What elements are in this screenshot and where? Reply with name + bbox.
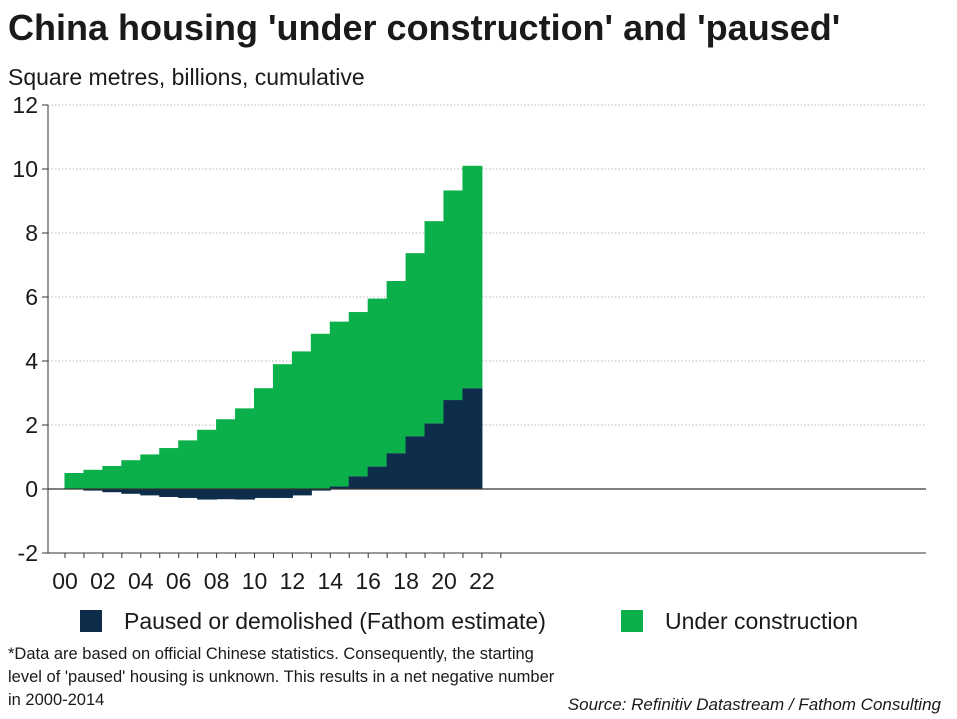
x-tick-label: 00 xyxy=(52,568,78,594)
y-tick-label: 0 xyxy=(25,476,38,502)
y-tick-label: 4 xyxy=(25,348,38,374)
bar-paused xyxy=(235,489,256,500)
x-tick-label: 08 xyxy=(204,568,230,594)
x-tick-label: 18 xyxy=(393,568,419,594)
bar-paused xyxy=(272,489,293,498)
bar-under-construction xyxy=(121,460,142,489)
bar-paused xyxy=(367,466,388,489)
y-tick-label: 6 xyxy=(25,284,38,310)
bar-under-construction xyxy=(443,190,464,401)
legend-item-under-construction: Under construction xyxy=(621,606,858,636)
x-tick-label: 06 xyxy=(166,568,192,594)
x-tick-label: 02 xyxy=(90,568,116,594)
bar-paused xyxy=(386,453,407,489)
bar-paused xyxy=(405,436,426,489)
bar-under-construction xyxy=(405,253,426,437)
x-tick-label: 20 xyxy=(431,568,457,594)
bar-paused xyxy=(102,489,123,493)
bar-paused xyxy=(424,423,445,489)
bar-under-construction xyxy=(310,333,331,489)
bar-under-construction xyxy=(367,298,388,467)
x-tick-label: 22 xyxy=(469,568,495,594)
bar-paused xyxy=(121,489,142,494)
legend-label-paused: Paused or demolished (Fathom estimate) xyxy=(124,608,546,634)
bar-under-construction xyxy=(197,429,218,489)
bar-paused xyxy=(159,489,180,497)
bar-under-construction xyxy=(291,351,312,489)
bar-paused xyxy=(462,388,483,489)
y-tick-label: 10 xyxy=(12,156,38,182)
bar-paused xyxy=(443,400,464,489)
legend-swatch-paused xyxy=(80,610,102,632)
legend-item-paused: Paused or demolished (Fathom estimate) xyxy=(80,606,546,636)
bar-under-construction xyxy=(424,221,445,424)
bar-paused xyxy=(310,489,331,491)
bar-under-construction xyxy=(159,448,180,489)
bar-paused xyxy=(291,489,312,496)
source-note: Source: Refinitiv Datastream / Fathom Co… xyxy=(567,695,941,714)
x-tick-label: 14 xyxy=(318,568,344,594)
bar-under-construction xyxy=(272,364,293,489)
bar-under-construction xyxy=(216,419,237,489)
footnote: *Data are based on official Chinese stat… xyxy=(8,645,555,709)
bar-paused xyxy=(83,489,104,491)
y-tick-label: 2 xyxy=(25,412,38,438)
legend-swatch-under-construction xyxy=(621,610,643,632)
bar-paused xyxy=(178,489,199,498)
x-tick-label: 12 xyxy=(280,568,306,594)
bar-under-construction xyxy=(102,465,123,489)
bar-under-construction xyxy=(235,408,256,489)
bar-paused xyxy=(329,486,350,489)
chart-title: China housing 'under construction' and '… xyxy=(8,7,841,48)
legend-label-under-construction: Under construction xyxy=(665,608,859,634)
bar-paused xyxy=(253,489,274,498)
y-tick-label: 12 xyxy=(12,92,38,118)
bar-under-construction xyxy=(329,321,350,487)
bar-under-construction xyxy=(140,454,161,489)
bar-paused xyxy=(348,476,369,489)
bar-under-construction xyxy=(386,281,407,454)
bar-under-construction xyxy=(178,440,199,489)
x-tick-label: 16 xyxy=(355,568,381,594)
bar-paused xyxy=(140,489,161,496)
x-tick-label: 04 xyxy=(128,568,154,594)
bar-paused xyxy=(197,489,218,500)
bar-under-construction xyxy=(64,473,85,489)
y-tick-label: -2 xyxy=(18,540,38,566)
y-tick-label: 8 xyxy=(25,220,38,246)
bar-under-construction xyxy=(253,388,274,489)
bar-paused xyxy=(216,489,237,500)
chart-subtitle: Square metres, billions, cumulative xyxy=(8,64,365,90)
bar-under-construction xyxy=(462,165,483,389)
bar-under-construction xyxy=(83,469,104,489)
bar-under-construction xyxy=(348,312,369,477)
x-tick-label: 10 xyxy=(242,568,268,594)
